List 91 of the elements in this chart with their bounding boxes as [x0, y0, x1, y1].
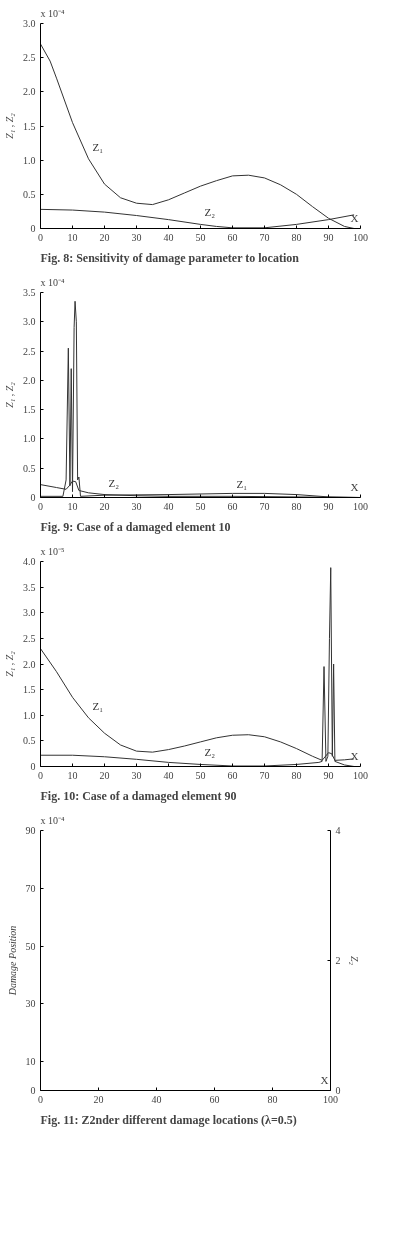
y-axis-title: Z₁ , Z₂ — [4, 112, 15, 139]
x-tick-label: 20 — [99, 231, 110, 243]
x-tick-label: 80 — [291, 500, 302, 512]
x-tick-label: 60 — [227, 231, 238, 243]
x-tick-label: 70 — [259, 231, 270, 243]
text: x 10⁻⁵ — [40, 545, 65, 557]
x-tick-label: 70 — [259, 500, 270, 512]
y-tick-label: 4.0 — [23, 556, 36, 567]
y-tick-label: 2.0 — [23, 658, 36, 670]
series-label: Z₂ — [204, 746, 216, 759]
y-tick-label: 0 — [30, 1085, 36, 1096]
y-tick-label: 1.5 — [23, 120, 36, 132]
series-label: Z₂ — [204, 206, 216, 219]
x-tick-label: 70 — [259, 769, 270, 781]
y-tick-label: 30 — [25, 998, 36, 1010]
y-tick-label: 2.5 — [23, 632, 36, 644]
x-tick-label: 50 — [195, 500, 206, 512]
x-axis-title: X — [350, 749, 359, 762]
y-tick-label: 70 — [25, 882, 36, 894]
y-axis-title: Damage Position — [6, 925, 18, 997]
x-tick-label: 50 — [195, 769, 206, 781]
x-tick-label: 60 — [227, 500, 238, 512]
x-tick-label: 100 — [353, 500, 368, 512]
y-tick-label: 3.0 — [23, 607, 36, 619]
y-tick-label: 1.0 — [23, 709, 36, 721]
y-tick-label: 0.5 — [23, 188, 36, 200]
x-tick-label: 30 — [131, 769, 142, 781]
x-tick-label: 30 — [131, 231, 142, 243]
y-axis-title: Z₁ , Z₂ — [4, 381, 15, 408]
y-tick-label: 0.5 — [23, 462, 36, 474]
y-tick-label: 1.5 — [23, 684, 36, 696]
y-tick-label: 90 — [25, 825, 36, 836]
y-tick-label: 3.5 — [23, 287, 36, 298]
y-tick-label: 2.5 — [23, 345, 36, 357]
y-tick-label: 0 — [30, 761, 36, 772]
y-tick-label: 0 — [30, 223, 36, 234]
x-tick-label: 40 — [163, 231, 174, 243]
x-tick-label: 60 — [209, 1093, 220, 1105]
x-tick-label: 10 — [67, 769, 78, 781]
y-tick-label: 1.0 — [23, 433, 36, 445]
y-tick-label: 0.5 — [23, 735, 36, 747]
x-tick-label: 100 — [353, 231, 368, 243]
y-tick-label: 10 — [25, 1056, 36, 1068]
y-tick-label: 1.0 — [23, 154, 36, 166]
text: x 10⁻⁴ — [40, 7, 65, 19]
x-tick-label: 10 — [67, 231, 78, 243]
y-tick-label: 50 — [25, 940, 36, 952]
text: x 10⁻⁴ — [40, 276, 65, 288]
x-tick-label: 40 — [163, 500, 174, 512]
x-tick-label: 20 — [99, 769, 110, 781]
y-tick-label: 3.0 — [23, 18, 36, 29]
y-tick-label: 0 — [30, 492, 36, 503]
series-label: Z₁ — [92, 140, 104, 153]
series-label: Z₁ — [236, 478, 248, 491]
y-tick-label: 3.0 — [23, 316, 36, 328]
x-tick-label: 20 — [93, 1093, 104, 1105]
x-tick-label: 30 — [131, 500, 142, 512]
x-tick-label: 80 — [291, 769, 302, 781]
y2-tick-label: 0 — [335, 1085, 341, 1096]
x-tick-label: 90 — [323, 769, 334, 781]
series-label: Z₂ — [108, 477, 120, 490]
text: x 10⁻⁴ — [40, 814, 65, 826]
x-tick-label: 80 — [267, 1093, 278, 1105]
y2-axis-title: Z₂ — [348, 955, 360, 966]
x-tick-label: 60 — [227, 769, 238, 781]
text: Fig. 8: Sensitivity of damage parameter to location — [40, 250, 300, 265]
x-tick-label: 40 — [163, 769, 174, 781]
y2-tick-label: 4 — [335, 825, 341, 836]
x-axis-title: X — [350, 211, 359, 224]
text: Fig. 11: Z2nder different damage locations (λ=0.5) — [40, 1112, 297, 1127]
x-tick-label: 10 — [67, 500, 78, 512]
x-axis-title: X — [350, 480, 359, 493]
x-tick-label: 50 — [195, 231, 206, 243]
y2-tick-label: 2 — [335, 955, 341, 966]
x-tick-label: 80 — [291, 231, 302, 243]
y-tick-label: 1.5 — [23, 404, 36, 416]
text: Fig. 10: Case of a damaged element 90 — [40, 788, 237, 803]
x-axis-title: X — [320, 1073, 329, 1086]
x-tick-label: 90 — [323, 231, 334, 243]
y-tick-label: 2.0 — [23, 374, 36, 386]
text: Fig. 9: Case of a damaged element 10 — [40, 519, 231, 534]
y-axis-title: Z₁ , Z₂ — [4, 650, 15, 677]
x-tick-label: 100 — [323, 1093, 338, 1105]
y-tick-label: 3.5 — [23, 581, 36, 593]
x-tick-label: 20 — [99, 500, 110, 512]
x-tick-label: 40 — [151, 1093, 162, 1105]
y-tick-label: 2.5 — [23, 52, 36, 64]
y-tick-label: 2.0 — [23, 86, 36, 98]
x-tick-label: 100 — [353, 769, 368, 781]
series-label: Z₁ — [92, 699, 104, 712]
x-tick-label: 90 — [323, 500, 334, 512]
